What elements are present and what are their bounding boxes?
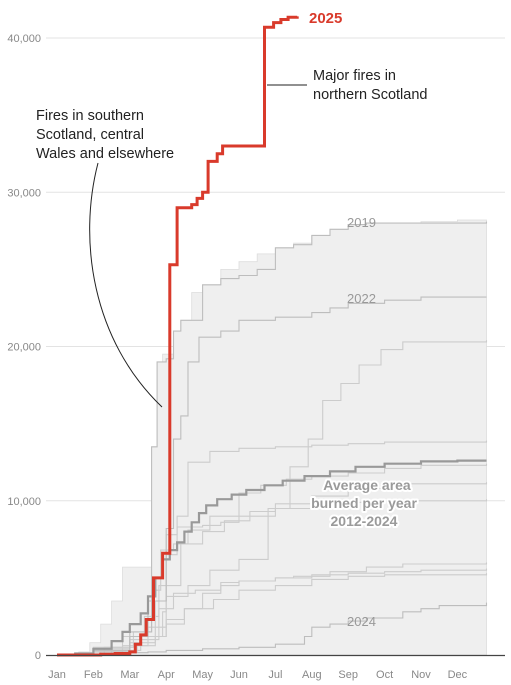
southern-annotation-line-2: Scotland, central: [36, 127, 144, 143]
average-label-line-1: Average area: [323, 477, 411, 493]
series-line-average: [57, 459, 487, 657]
average-label-line-3: 2012-2024: [331, 513, 398, 529]
series-lines: [57, 15, 488, 657]
x-tick-label: May: [192, 669, 213, 681]
series-line-2019: [57, 221, 488, 656]
southern-annotation-line-1: Fires in southern: [36, 108, 144, 124]
label-2019: 2019: [347, 215, 376, 230]
northern-annotation-line-1: Major fires in: [313, 68, 396, 84]
average-label-line-2: burned per year: [311, 495, 417, 511]
x-tick-label: Dec: [448, 669, 468, 681]
series-line-2024: [57, 602, 488, 656]
southern-annotation-leader: [89, 162, 163, 408]
axes: 0 10,000 20,000 30,000 40,000 Jan Feb Mar Apr May…: [7, 33, 505, 681]
x-tick-label: Feb: [84, 669, 103, 681]
y-tick-label: 0: [35, 650, 41, 662]
y-tick-label: 10,000: [7, 496, 41, 508]
x-tick-label: Jun: [230, 669, 248, 681]
southern-annotation-line-3: Wales and elsewhere: [36, 146, 174, 162]
y-tick-label: 20,000: [7, 342, 41, 354]
x-tick-label: Oct: [376, 669, 393, 681]
x-tick-label: Mar: [120, 669, 139, 681]
series-line-other: [57, 340, 488, 656]
x-tick-label: Apr: [158, 669, 175, 681]
x-tick-label: Jul: [268, 669, 282, 681]
y-tick-label: 30,000: [7, 187, 41, 199]
annotations: Major fires in northern Scotland Fires i…: [36, 68, 427, 408]
x-tick-label: Nov: [411, 669, 431, 681]
x-tick-label: Sep: [338, 669, 358, 681]
label-2024: 2024: [347, 614, 376, 629]
label-2022: 2022: [347, 291, 376, 306]
northern-annotation-line-2: northern Scotland: [313, 87, 427, 103]
x-tick-label: Jan: [48, 669, 66, 681]
label-2025: 2025: [309, 10, 342, 27]
series-line-2025: [57, 15, 299, 657]
labels: 2019 2022 2024 2025 Average area burned …: [309, 10, 419, 629]
series-line-other: [57, 482, 488, 656]
x-tick-label: Aug: [302, 669, 322, 681]
y-tick-label: 40,000: [7, 33, 41, 45]
